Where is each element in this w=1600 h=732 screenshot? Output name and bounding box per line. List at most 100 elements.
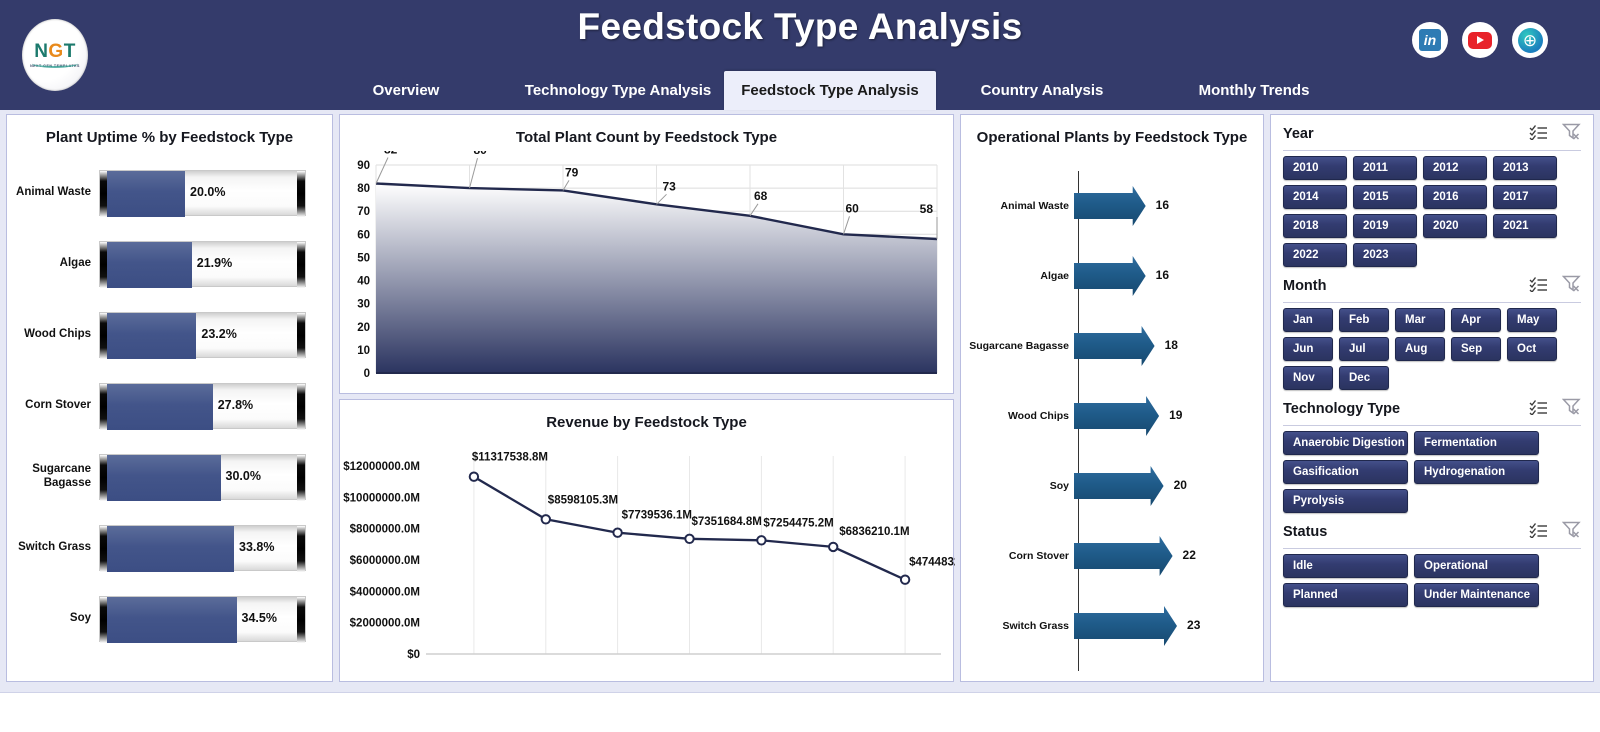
filter-technology-gasification[interactable]: Gasification (1283, 460, 1408, 484)
filter-status-idle[interactable]: Idle (1283, 554, 1408, 578)
slicer-month-options: Jan Feb Mar Apr May Jun Jul Aug Sep Oct Nov Dec (1283, 308, 1581, 390)
website-button[interactable]: ⊕ (1512, 22, 1548, 58)
uptime-bullet-label: Sugarcane Bagasse (32, 462, 91, 489)
chart-title-plant-count: Total Plant Count by Feedstock Type (515, 129, 778, 146)
operational-arrow-bar: 23 (1074, 591, 1229, 661)
filter-month-apr[interactable]: Apr (1451, 308, 1501, 332)
clear-filter-icon[interactable] (1561, 123, 1581, 145)
filter-technology-anaerobic-digestion[interactable]: Anaerobic Digestion (1283, 431, 1408, 455)
svg-text:$7351684.8M: $7351684.8M (692, 516, 762, 528)
uptime-bullet-value: 21.9% (196, 255, 233, 270)
filter-status-planned[interactable]: Planned (1283, 583, 1408, 607)
svg-text:$4000000.0M: $4000000.0M (350, 586, 420, 598)
filter-month-feb[interactable]: Feb (1339, 308, 1389, 332)
uptime-bullet-fill (107, 170, 186, 217)
social-links: in ⊕ (1412, 22, 1548, 58)
uptime-bullet-track: 33.8% (99, 524, 306, 572)
filter-status-operational[interactable]: Operational (1414, 554, 1539, 578)
operational-arrow-value: 20 (1173, 478, 1187, 492)
slicer-year-options: 2010 2011 2012 2013 2014 2015 2016 2017 2018 2019… (1283, 156, 1581, 267)
logo-letter-n: N (34, 41, 49, 62)
line-chart-revenue: $0 $2000000.0M $4000000.0M $6000000.0M $8000… (340, 432, 979, 682)
filter-year-2014[interactable]: 2014 (1283, 185, 1347, 209)
filter-year-2013[interactable]: 2013 (1493, 156, 1557, 180)
clear-filter-icon[interactable] (1561, 521, 1581, 543)
uptime-bullet-track: 23.2% (99, 311, 306, 359)
filter-month-aug[interactable]: Aug (1395, 337, 1445, 361)
multi-select-icon[interactable] (1529, 276, 1548, 297)
filter-month-jul[interactable]: Jul (1339, 337, 1389, 361)
slicer-technology-actions (1529, 398, 1581, 420)
uptime-bullet-fill (107, 241, 192, 288)
filter-year-2011[interactable]: 2011 (1353, 156, 1417, 180)
filter-technology-pyrolysis[interactable]: Pyrolysis (1283, 489, 1408, 513)
slicer-status: Status (1271, 513, 1593, 607)
filter-month-jan[interactable]: Jan (1283, 308, 1333, 332)
svg-text:$6836210.1M: $6836210.1M (839, 526, 909, 538)
linkedin-button[interactable]: in (1412, 22, 1448, 58)
operational-arrow-bar: 20 (1074, 451, 1229, 521)
filter-status-under-maintenance[interactable]: Under Maintenance (1414, 583, 1539, 607)
filter-year-2017[interactable]: 2017 (1493, 185, 1557, 209)
operational-arrow-row: Switch Grass 23 (961, 591, 1265, 661)
operational-arrow-label: Animal Waste (1000, 200, 1069, 212)
clear-filter-icon[interactable] (1561, 398, 1581, 420)
slicer-technology-header: Technology Type (1283, 390, 1581, 420)
multi-select-icon[interactable] (1529, 124, 1548, 145)
tab-technology-type-analysis[interactable]: Technology Type Analysis (524, 82, 712, 99)
multi-select-icon[interactable] (1529, 399, 1548, 420)
tab-feedstock-type-analysis[interactable]: Feedstock Type Analysis (724, 71, 936, 110)
slicer-month-header: Month (1283, 267, 1581, 297)
operational-arrow-value: 16 (1155, 198, 1170, 212)
page-title: Feedstock Type Analysis (577, 6, 1023, 47)
area-chart-plant-count: 0 10 20 30 40 50 60 70 80 90 82 80 79 73 68 60 58 (340, 143, 955, 395)
svg-text:$11317538.8M: $11317538.8M (472, 452, 548, 464)
svg-text:90: 90 (357, 160, 370, 172)
filter-year-2019[interactable]: 2019 (1353, 214, 1417, 238)
filter-year-2016[interactable]: 2016 (1423, 185, 1487, 209)
svg-text:79: 79 (565, 165, 579, 179)
multi-select-icon[interactable] (1529, 522, 1548, 543)
filter-month-may[interactable]: May (1507, 308, 1557, 332)
uptime-bullet-track: 30.0% (99, 453, 306, 501)
operational-arrow-bar: 16 (1074, 241, 1229, 311)
filter-month-oct[interactable]: Oct (1507, 337, 1557, 361)
filter-month-jun[interactable]: Jun (1283, 337, 1333, 361)
uptime-bullet-label: Corn Stover (25, 398, 91, 411)
filter-month-nov[interactable]: Nov (1283, 366, 1333, 390)
filter-month-mar[interactable]: Mar (1395, 308, 1445, 332)
uptime-bullet-value: 27.8% (217, 397, 254, 412)
panel-total-plant-count: Total Plant Count by Feedstock Type 0 10 2… (339, 114, 955, 497)
svg-text:$2000000.0M: $2000000.0M (350, 618, 420, 630)
tab-monthly-trends[interactable]: Monthly Trends (1198, 82, 1310, 99)
filter-year-2023[interactable]: 2023 (1353, 243, 1417, 267)
clear-filter-icon[interactable] (1561, 275, 1581, 297)
svg-text:68: 68 (754, 189, 768, 203)
tab-overview[interactable]: Overview (372, 82, 440, 99)
uptime-bullet-track: 27.8% (99, 382, 306, 430)
filter-year-2021[interactable]: 2021 (1493, 214, 1557, 238)
panel-filters: Year (1270, 114, 1594, 682)
divider (1283, 548, 1581, 549)
filter-technology-hydrogenation[interactable]: Hydrogenation (1414, 460, 1539, 484)
operational-arrow-row: Corn Stover 22 (961, 521, 1265, 591)
tab-country-analysis[interactable]: Country Analysis (980, 82, 1104, 99)
filter-month-dec[interactable]: Dec (1339, 366, 1389, 390)
filter-year-2022[interactable]: 2022 (1283, 243, 1347, 267)
operational-arrow-row: Animal Waste 16 (961, 171, 1265, 241)
svg-text:70: 70 (357, 206, 370, 218)
svg-text:82: 82 (384, 151, 398, 157)
uptime-bullet-fill (107, 525, 235, 572)
uptime-bullet-row: Animal Waste 20.0% (7, 157, 334, 228)
filter-year-2012[interactable]: 2012 (1423, 156, 1487, 180)
filter-year-2020[interactable]: 2020 (1423, 214, 1487, 238)
filter-year-2015[interactable]: 2015 (1353, 185, 1417, 209)
filter-technology-fermentation[interactable]: Fermentation (1414, 431, 1539, 455)
filter-year-2018[interactable]: 2018 (1283, 214, 1347, 238)
filter-year-2010[interactable]: 2010 (1283, 156, 1347, 180)
operational-arrow-row: Sugarcane Bagasse 18 (961, 311, 1265, 381)
footer-strip (0, 692, 1600, 732)
filter-month-sep[interactable]: Sep (1451, 337, 1501, 361)
logo-wordmark: NGT (34, 42, 76, 61)
youtube-button[interactable] (1462, 22, 1498, 58)
